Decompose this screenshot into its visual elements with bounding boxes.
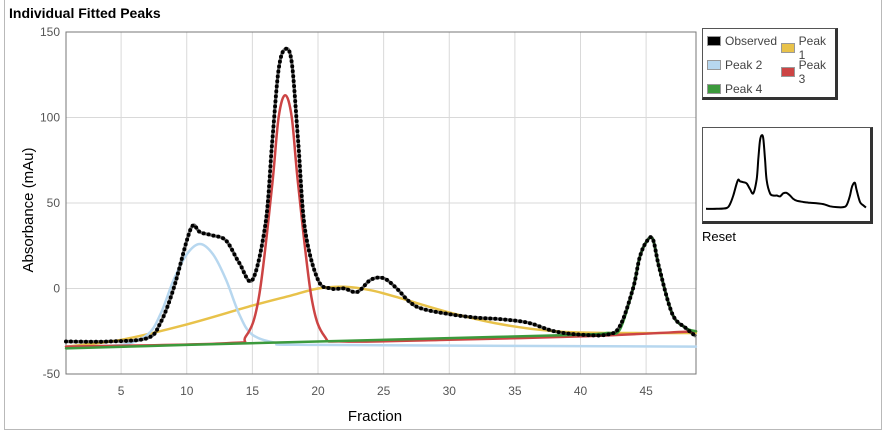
legend-swatch-peak-4 — [707, 84, 721, 94]
x-tick-label: 45 — [639, 384, 653, 398]
legend-swatch-observed — [707, 36, 721, 46]
legend-item-peak-1[interactable]: Peak 1 — [781, 34, 835, 62]
legend-label-peak-2: Peak 2 — [725, 58, 763, 72]
series-line-peak-2[interactable] — [64, 242, 698, 348]
x-axis-label: Fraction — [348, 408, 402, 425]
legend-label-observed: Observed — [725, 34, 778, 48]
legend-label-peak-1: Peak 1 — [798, 34, 827, 62]
y-axis-ticks: 150 100 50 0 -50 — [40, 25, 60, 381]
x-tick-label: 35 — [508, 384, 522, 398]
legend-item-peak-3[interactable]: Peak 3 — [781, 58, 835, 86]
series-group — [64, 46, 698, 350]
legend-swatch-peak-2 — [707, 60, 721, 70]
x-tick-label: 25 — [377, 384, 391, 398]
y-tick-label: 100 — [40, 111, 60, 125]
legend-item-peak-4[interactable]: Peak 4 — [707, 82, 762, 96]
overview-plot — [705, 134, 867, 210]
legend: Observed Peak 1 Peak 2 Peak 3 Peak 4 — [702, 28, 838, 100]
x-axis-ticks: 5 10 15 20 25 30 35 40 45 — [118, 384, 653, 398]
y-tick-label: -50 — [43, 367, 61, 381]
reset-button[interactable]: Reset — [702, 229, 736, 244]
plot-area — [65, 31, 697, 375]
chart-title: Individual Fitted Peaks — [9, 5, 161, 21]
legend-label-peak-4: Peak 4 — [725, 82, 763, 96]
y-tick-label: 150 — [40, 25, 60, 39]
x-tick-label: 15 — [246, 384, 260, 398]
x-tick-label: 40 — [574, 384, 588, 398]
overview-observed-line — [705, 134, 867, 210]
chart-frame — [4, 0, 882, 430]
grid — [66, 31, 696, 375]
x-tick-label: 30 — [443, 384, 457, 398]
overview-chart[interactable] — [702, 127, 873, 224]
legend-swatch-peak-3 — [781, 67, 795, 77]
x-tick-label: 10 — [180, 384, 194, 398]
series-line-peak-3[interactable] — [64, 94, 698, 348]
y-axis-label: Absorbance (mAu) — [20, 147, 37, 272]
legend-swatch-peak-1 — [781, 43, 795, 53]
series-line-observed[interactable] — [64, 46, 698, 344]
legend-label-peak-3: Peak 3 — [798, 58, 827, 86]
y-tick-label: 0 — [53, 282, 60, 296]
x-tick-label: 20 — [311, 384, 325, 398]
y-tick-label: 50 — [47, 196, 61, 210]
observed-line-solid — [65, 46, 698, 344]
legend-item-peak-2[interactable]: Peak 2 — [707, 58, 762, 72]
legend-item-observed[interactable]: Observed — [707, 34, 777, 48]
x-tick-label: 5 — [118, 384, 125, 398]
